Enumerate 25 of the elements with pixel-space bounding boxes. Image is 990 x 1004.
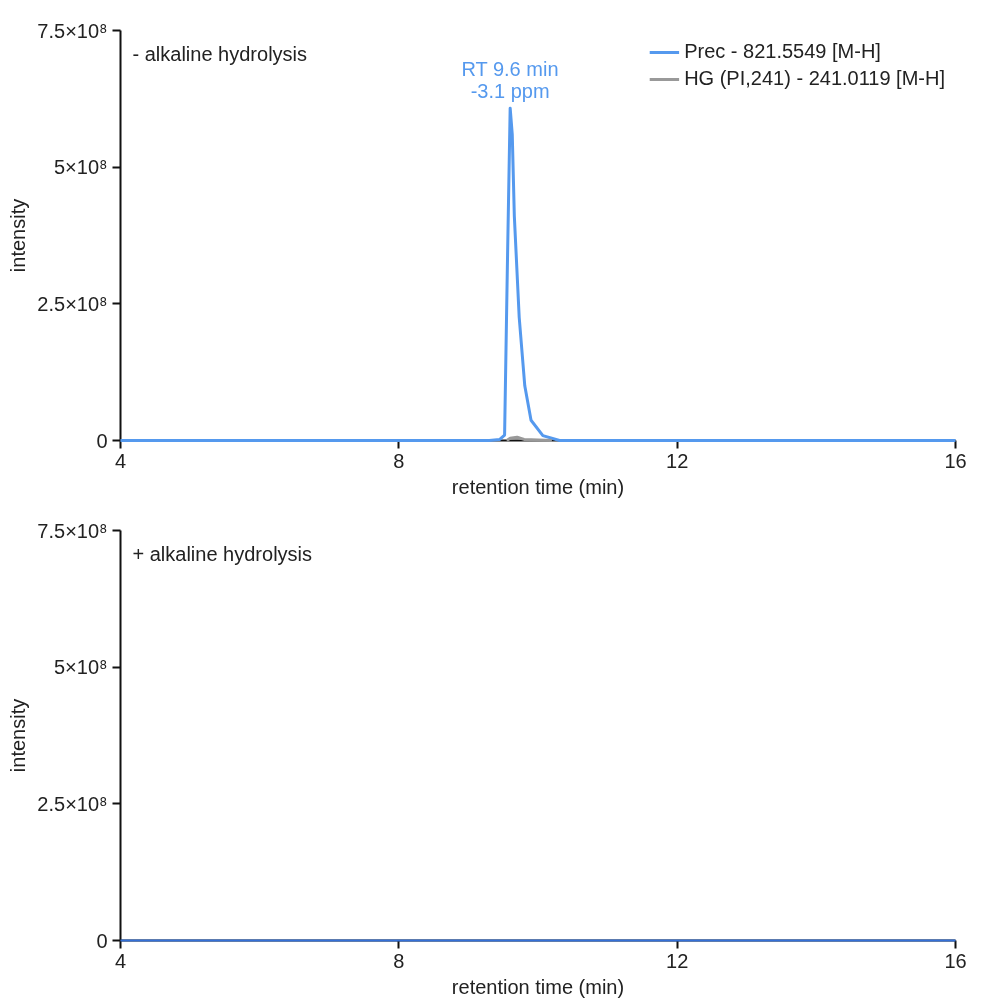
- y-tick-label: 7.5×10⁸: [37, 19, 108, 42]
- y-tick-label: 0: [96, 429, 108, 452]
- x-tick-label: 12: [666, 449, 689, 472]
- x-tick-label: 8: [393, 449, 405, 472]
- x-tick-label: 12: [666, 949, 689, 972]
- y-tick-label: 7.5×10⁸: [37, 519, 108, 542]
- x-tick-label: 4: [114, 449, 127, 472]
- legend-label: Prec - 821.5549 [M-H]: [684, 40, 881, 63]
- annotation: RT 9.6 min -3.1 ppm: [461, 58, 559, 103]
- x-tick-label: 4: [114, 949, 127, 972]
- y-tick-label: 5×10⁸: [54, 656, 108, 679]
- annotation: - alkaline hydrolysis: [132, 42, 308, 65]
- x-axis-title: retention time (min): [451, 975, 625, 998]
- legend-label: HG (PI,241) - 241.0119 [M-H]: [684, 67, 945, 90]
- x-axis-title: retention time (min): [451, 475, 625, 498]
- y-axis-title: intensity: [7, 198, 30, 273]
- y-tick-label: 0: [96, 929, 108, 952]
- y-tick-label: 2.5×10⁸: [37, 792, 108, 815]
- x-tick-label: 16: [944, 949, 967, 972]
- y-axis-title: intensity: [7, 698, 30, 773]
- annotation: + alkaline hydrolysis: [132, 542, 313, 565]
- y-tick-label: 5×10⁸: [54, 156, 108, 179]
- y-tick-label: 2.5×10⁸: [37, 292, 108, 315]
- x-tick-label: 16: [944, 449, 967, 472]
- x-tick-label: 8: [393, 949, 405, 972]
